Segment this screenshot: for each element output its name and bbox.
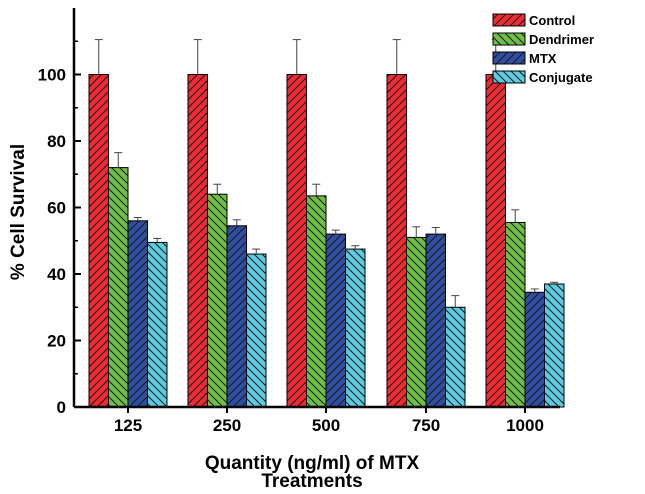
bar-mtx-500	[325, 233, 346, 408]
y-tick-label-40: 40	[47, 265, 66, 284]
legend-swatch-dendrimer	[492, 32, 526, 46]
x-axis-title: Quantity (ng/ml) of MTX	[205, 453, 420, 474]
y-tick-label-80: 80	[47, 132, 66, 151]
legend-swatch-control	[492, 13, 526, 27]
bar-conjugate-750	[445, 306, 466, 408]
bar-dendrimer-750	[406, 236, 427, 408]
bar-mtx-125	[127, 220, 148, 408]
x-axis-title-line2: Treatments	[261, 471, 362, 492]
bar-control-250	[187, 74, 208, 408]
axes-layer: 0 20 40 60 80 100 125 250 500 750 1000	[38, 8, 560, 435]
bar-control-125	[88, 74, 109, 408]
y-axis-title: % Cell Survival	[8, 144, 29, 280]
bar-control-1000	[485, 74, 506, 408]
legend-label-control: Control	[529, 13, 575, 28]
legend-label-dendrimer: Dendrimer	[529, 32, 594, 47]
bar-conjugate-250	[246, 253, 267, 408]
bar-dendrimer-1000	[505, 221, 526, 408]
legend-swatch-conjugate	[492, 70, 526, 84]
bar-dendrimer-125	[108, 167, 129, 408]
y-tick-label-100: 100	[38, 66, 66, 85]
legend-swatch-mtx	[492, 51, 526, 65]
bars-layer	[88, 39, 565, 408]
x-tick-label-750: 750	[412, 416, 440, 435]
bar-conjugate-500	[345, 248, 366, 408]
bar-conjugate-1000	[544, 283, 565, 408]
legend-label-conjugate: Conjugate	[529, 70, 593, 85]
y-tick-label-60: 60	[47, 199, 66, 218]
bar-mtx-750	[425, 233, 446, 408]
x-tick-label-500: 500	[312, 416, 340, 435]
bar-control-500	[286, 74, 307, 408]
x-tick-label-125: 125	[114, 416, 142, 435]
y-tick-label-0: 0	[57, 398, 66, 417]
bar-dendrimer-500	[306, 195, 327, 408]
bar-mtx-1000	[524, 291, 545, 408]
legend: Control Dendrimer MTX Conjugate	[492, 13, 594, 85]
y-tick-label-20: 20	[47, 332, 66, 351]
legend-label-mtx: MTX	[529, 51, 557, 66]
bar-conjugate-125	[147, 241, 168, 408]
x-tick-label-250: 250	[213, 416, 241, 435]
x-tick-label-1000: 1000	[506, 416, 544, 435]
bar-dendrimer-250	[207, 193, 228, 408]
bar-mtx-250	[226, 225, 247, 408]
bar-control-750	[386, 74, 407, 408]
